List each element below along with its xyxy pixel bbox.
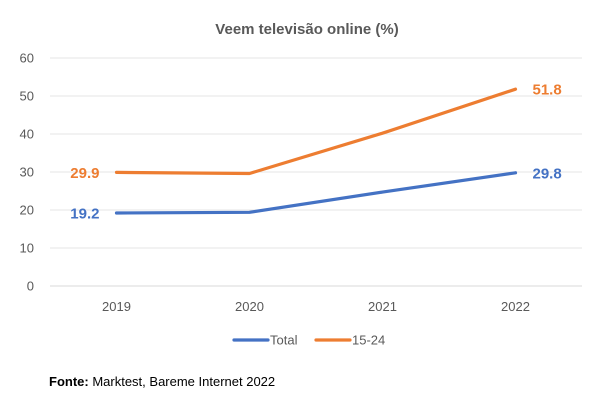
- data-labels: 19.2 29.8 29.9 51.8: [70, 82, 561, 223]
- y-tick-label: 60: [20, 51, 34, 66]
- source-label: Fonte:: [49, 374, 89, 389]
- y-tick-label: 0: [27, 279, 34, 294]
- x-tick-label: 2022: [501, 299, 530, 314]
- y-tick-label: 30: [20, 165, 34, 180]
- y-tick-label: 20: [20, 203, 34, 218]
- series-line-15-24: [114, 87, 518, 176]
- series-lines: [114, 87, 518, 215]
- source-note: Fonte: Marktest, Bareme Internet 2022: [49, 374, 275, 389]
- x-tick-label: 2020: [235, 299, 264, 314]
- x-tick-label: 2021: [368, 299, 397, 314]
- data-label: 19.2: [70, 206, 99, 223]
- data-label: 51.8: [533, 82, 562, 99]
- series-line-Total: [114, 171, 518, 215]
- legend-label: Total: [270, 333, 298, 348]
- x-axis-ticks: 2019 2020 2021 2022: [102, 299, 530, 314]
- y-tick-label: 50: [20, 89, 34, 104]
- data-label: 29.8: [533, 165, 562, 182]
- data-label: 29.9: [70, 165, 99, 182]
- y-axis-ticks: 0 10 20 30 40 50 60: [20, 51, 34, 294]
- source-text: Marktest, Bareme Internet 2022: [88, 374, 276, 389]
- legend-label: 15-24: [352, 333, 385, 348]
- y-tick-label: 10: [20, 241, 34, 256]
- chart-title: Veem televisão online (%): [215, 21, 398, 38]
- y-tick-label: 40: [20, 127, 34, 142]
- legend: Total 15-24: [232, 333, 385, 348]
- x-tick-label: 2019: [102, 299, 131, 314]
